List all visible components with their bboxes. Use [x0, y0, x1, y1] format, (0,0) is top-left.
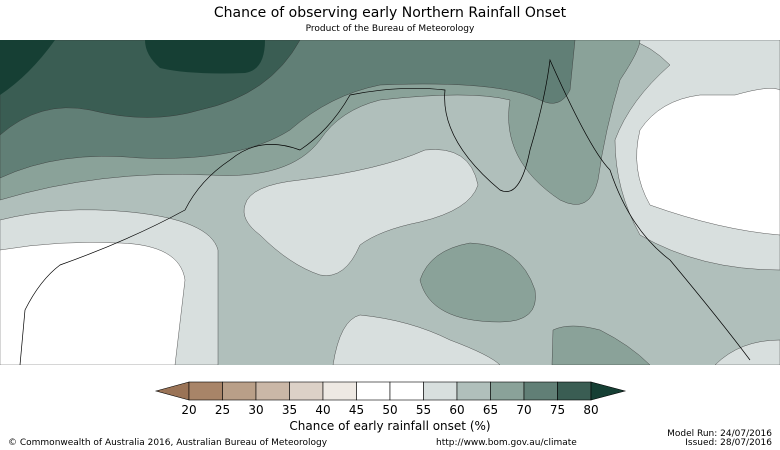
colorbar-bin-60-65 — [456, 381, 491, 401]
colorbar-bin-30-35 — [255, 381, 290, 401]
colorbar-tick: 50 — [382, 403, 398, 417]
colorbar-bin-35-40 — [289, 381, 324, 401]
region-above-80-north — [145, 40, 265, 74]
colorbar-tick: 45 — [348, 403, 365, 417]
colorbar-bin-55-60 — [423, 381, 458, 401]
map-title: Chance of observing early Northern Rainf… — [213, 5, 567, 21]
colorbar-tick: 75 — [549, 403, 566, 417]
colorbar-bin-65-70 — [490, 381, 525, 401]
model-run: Model Run: 24/07/2016 — [667, 429, 772, 439]
region-55-60-south — [332, 314, 501, 365]
colorbar-bin-25-30 — [222, 381, 257, 401]
probability-map — [0, 40, 780, 365]
colorbar-bin-50-55 — [389, 381, 424, 401]
colorbar-extend-low — [154, 381, 190, 401]
colorbar-tick: 35 — [281, 403, 298, 417]
colorbar-tick: 65 — [482, 403, 499, 417]
source-link[interactable]: http://www.bom.gov.au/climate — [436, 438, 577, 448]
map-subtitle: Product of the Bureau of Meteorology — [305, 24, 475, 34]
colorbar-tick: 30 — [248, 403, 264, 417]
coastline — [19, 58, 751, 365]
colorbar-tick: 80 — [583, 403, 599, 417]
region-65-70-se — [551, 325, 651, 365]
colorbar-extend-high — [590, 381, 627, 401]
colorbar-bin-40-45 — [322, 381, 357, 401]
colorbar-tick: 20 — [181, 403, 197, 417]
issued-date: Issued: 28/07/2016 — [685, 438, 772, 448]
region-50-55-east — [636, 88, 780, 236]
colorbar-tick: 25 — [214, 403, 231, 417]
colorbar-tick: 70 — [516, 403, 532, 417]
region-55-60-centre — [243, 149, 479, 276]
region-50-55-west — [0, 242, 186, 365]
colorbar-tick: 60 — [449, 403, 465, 417]
colorbar-bin-70-75 — [523, 381, 558, 401]
copyright: © Commonwealth of Australia 2016, Austra… — [8, 438, 328, 448]
colorbar — [154, 381, 627, 401]
colorbar-bin-75-80 — [557, 381, 592, 401]
colorbar-tick: 40 — [315, 403, 331, 417]
colorbar-label: Chance of early rainfall onset (%) — [289, 419, 491, 433]
colorbar-tick: 55 — [415, 403, 432, 417]
colorbar-bin-45-50 — [356, 381, 391, 401]
region-65-70-south — [419, 242, 536, 323]
colorbar-bin-20-25 — [188, 381, 223, 401]
region-above-80-west — [0, 40, 55, 95]
